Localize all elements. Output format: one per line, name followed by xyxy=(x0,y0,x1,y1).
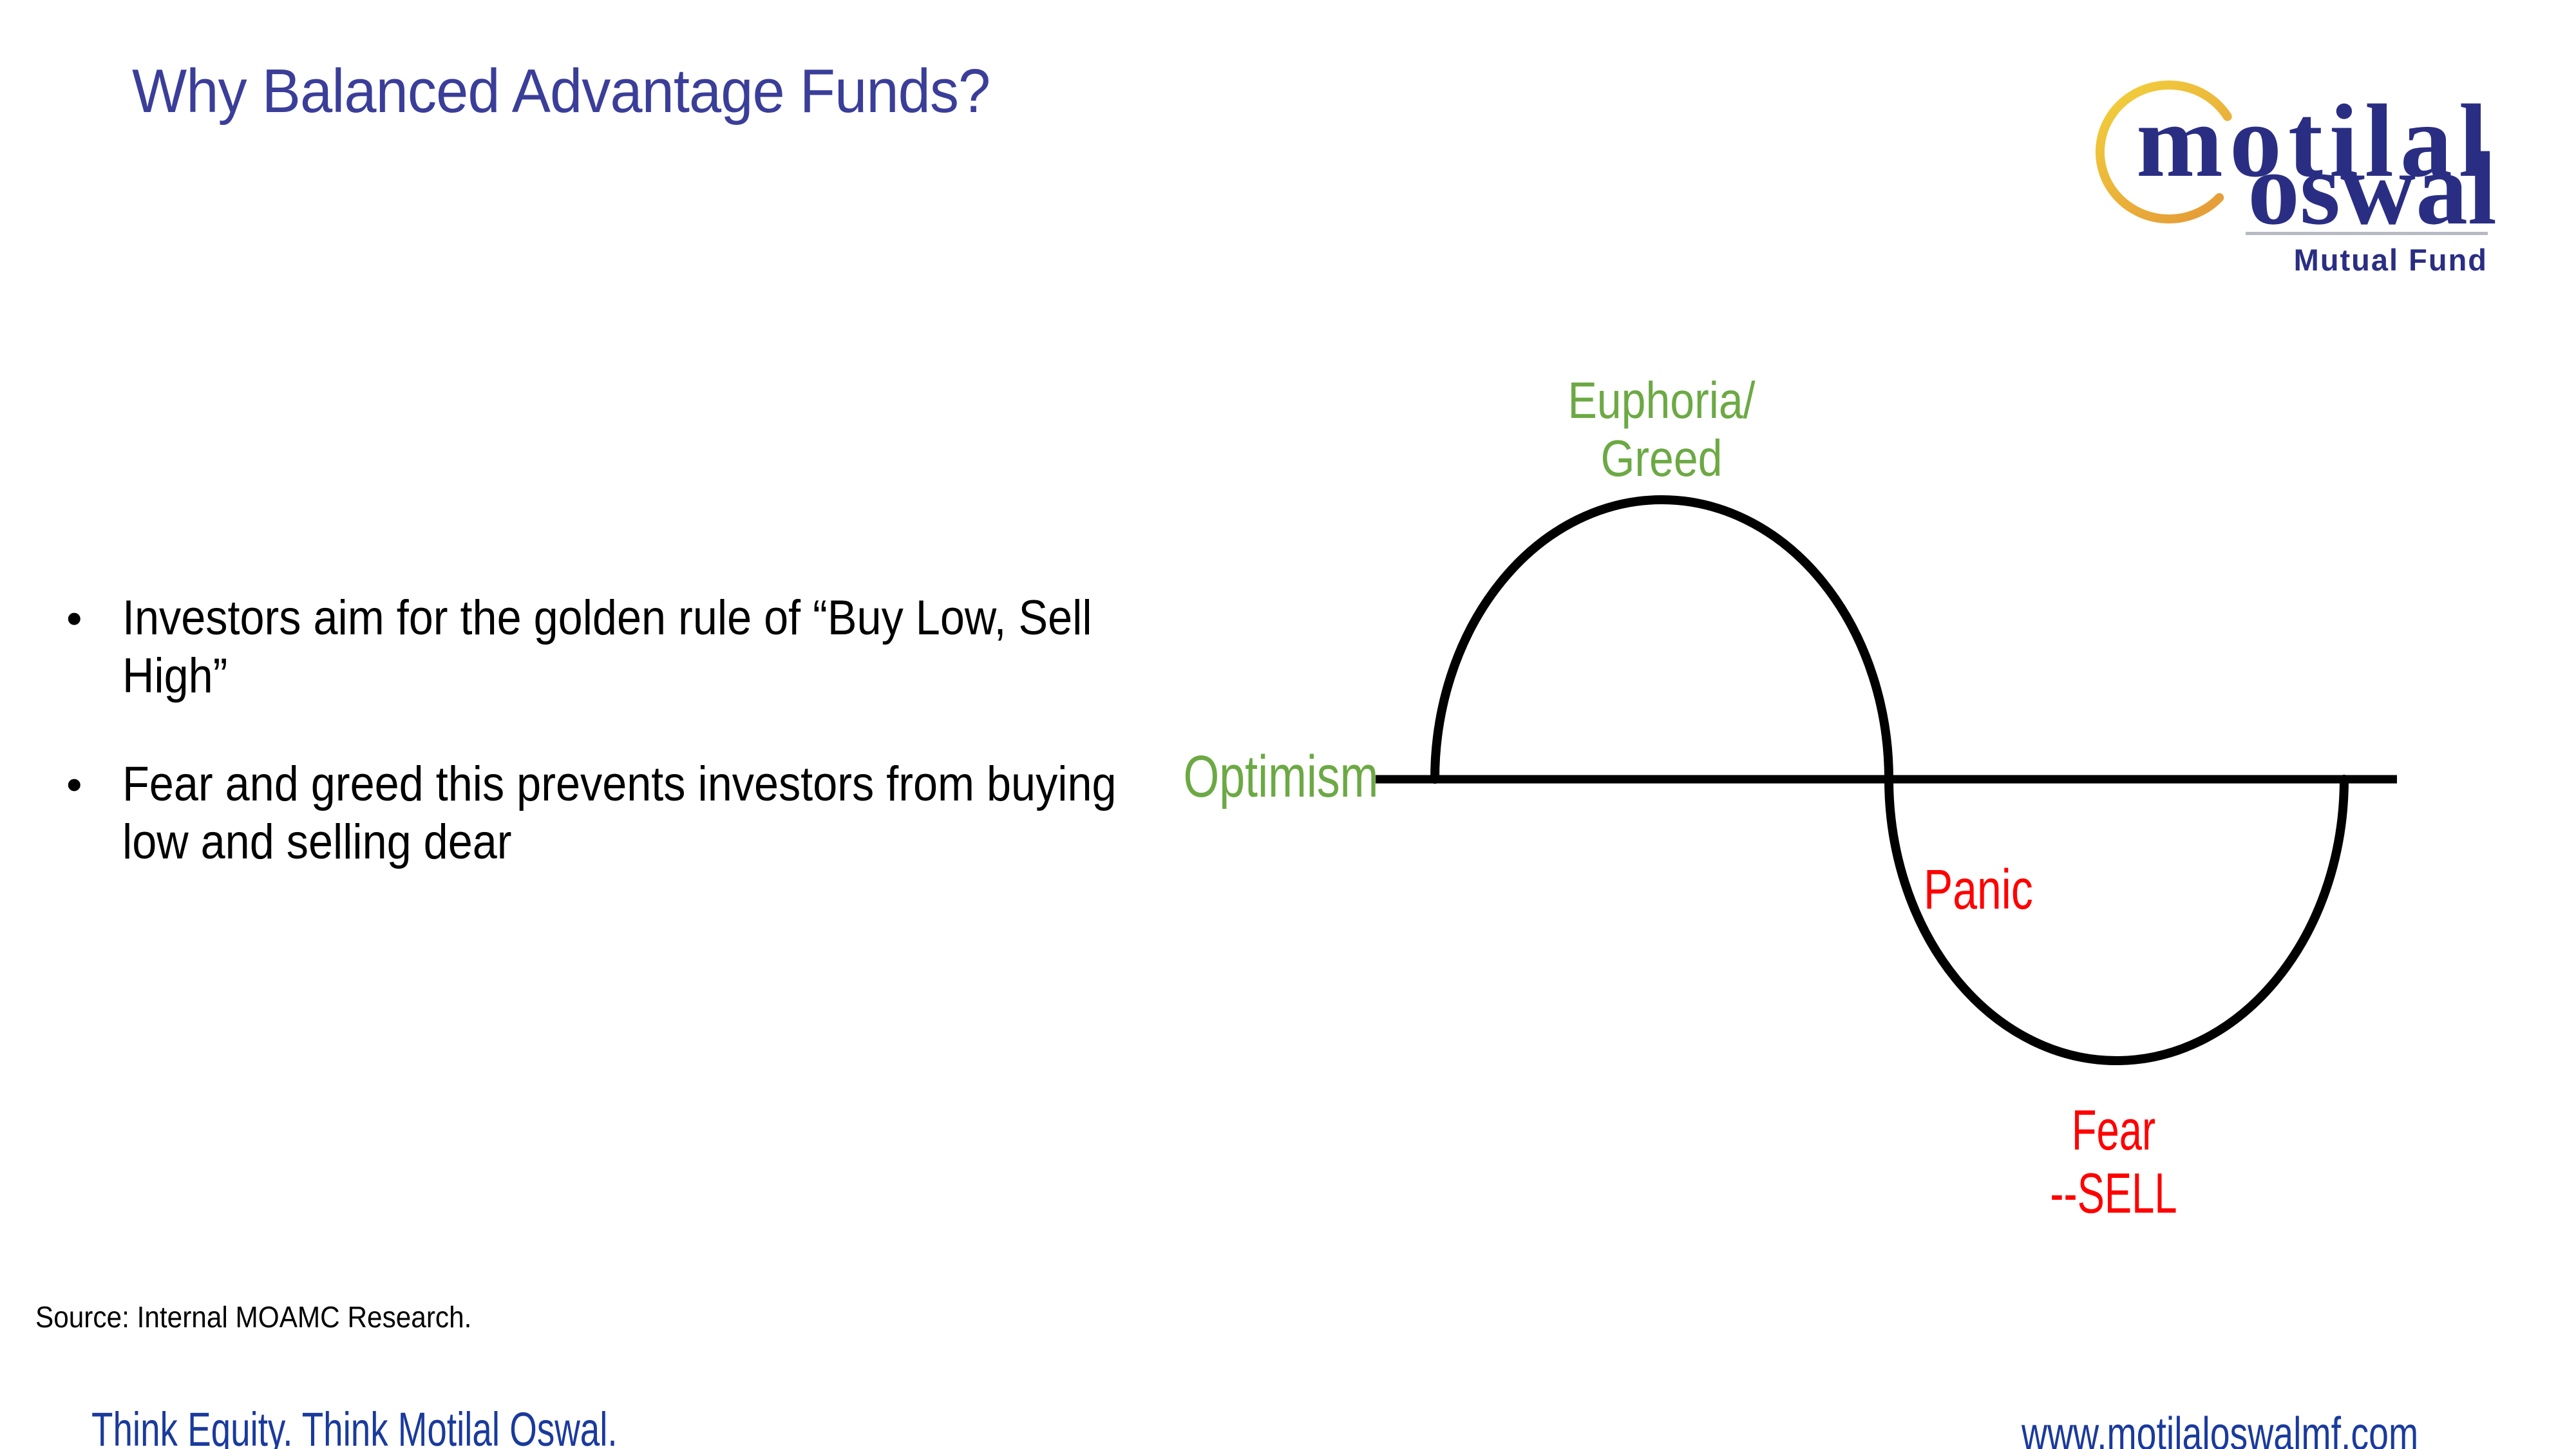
label-fear-line-2: --SELL xyxy=(2050,1161,2177,1225)
logo-subtitle: Mutual Fund xyxy=(2294,243,2488,277)
label-euphoria-line-2: Greed xyxy=(1600,430,1723,487)
bullet-item-1: • Investors aim for the golden rule of “… xyxy=(66,589,1200,705)
gold-arc-icon xyxy=(2095,80,2232,223)
bullet-dot-icon: • xyxy=(66,759,82,810)
footer-website: www.motilaloswalmf.com xyxy=(2021,1408,2418,1449)
bullet-2-line-1: Fear and greed this prevents investors f… xyxy=(122,757,1117,811)
logo-word-motilal: motilal xyxy=(2136,84,2494,199)
label-euphoria-line-1: Euphoria/ xyxy=(1567,372,1756,429)
bullet-2-line-2: low and selling dear xyxy=(122,815,512,869)
logo-divider xyxy=(2246,232,2488,235)
label-fear-line-1: Fear xyxy=(2071,1098,2156,1162)
label-fear-sell: Fear --SELL xyxy=(1928,1099,2299,1225)
bullet-item-2: • Fear and greed this prevents investors… xyxy=(66,755,1227,871)
label-optimism: Optimism xyxy=(1183,744,1378,810)
source-note: Source: Internal MOAMC Research. xyxy=(35,1300,472,1334)
footer-tagline: Think Equity. Think Motilal Oswal. xyxy=(91,1403,618,1449)
bullet-1-line-1: Investors aim for the golden rule of “Bu… xyxy=(122,591,1092,645)
sentiment-wave-curve xyxy=(1430,495,2349,1065)
logo-word-oswal: oswal xyxy=(2248,131,2497,247)
page-title: Why Balanced Advantage Funds? xyxy=(132,57,990,126)
bullet-dot-icon: • xyxy=(66,593,82,643)
label-euphoria-greed: Euphoria/ Greed xyxy=(1443,372,1880,488)
bullet-1-line-2: High” xyxy=(122,649,228,703)
label-panic: Panic xyxy=(1924,858,2033,921)
motilal-oswal-logo: motilal oswal Mutual Fund xyxy=(2095,80,2497,277)
